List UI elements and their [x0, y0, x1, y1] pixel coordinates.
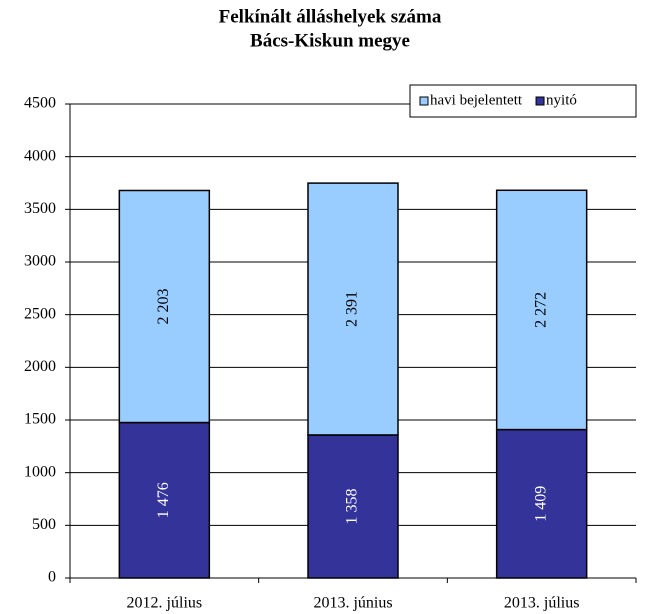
chart-title: Felkínált álláshelyek száma — [219, 6, 442, 27]
value-label: 1 409 — [532, 486, 549, 522]
y-tick-label: 3500 — [24, 200, 56, 217]
legend-box — [409, 84, 637, 118]
chart-title: Bács-Kiskun megye — [250, 30, 410, 51]
bar-segment — [118, 189, 211, 424]
value-label: 2 272 — [532, 292, 549, 328]
bar-segment — [118, 421, 211, 579]
bar-segment — [495, 189, 588, 431]
x-tick-label: 2013. június — [313, 595, 392, 612]
x-tick-label: 2012. július — [127, 595, 203, 612]
y-tick-label: 2000 — [24, 358, 56, 375]
y-tick-label: 3000 — [24, 253, 56, 270]
legend-label: havi bejelentett — [430, 92, 523, 108]
legend-swatch — [419, 96, 429, 106]
y-tick-label: 1500 — [24, 411, 56, 428]
legend-swatch — [535, 96, 545, 106]
value-label: 1 476 — [155, 482, 172, 518]
y-tick-label: 4000 — [24, 147, 56, 164]
legend-label: nyitó — [546, 92, 577, 108]
y-tick-label: 500 — [32, 516, 56, 533]
value-label: 2 391 — [344, 291, 361, 327]
bar-segment — [495, 428, 588, 579]
x-tick-label: 2013. július — [504, 595, 580, 612]
value-label: 1 358 — [344, 488, 361, 524]
bar-segment — [307, 434, 399, 579]
y-tick-label: 0 — [48, 569, 56, 586]
y-tick-label: 4500 — [24, 95, 56, 112]
bar-segment — [307, 182, 399, 436]
y-tick-label: 1000 — [24, 463, 56, 480]
value-label: 2 203 — [155, 289, 172, 325]
y-tick-label: 2500 — [24, 305, 56, 322]
